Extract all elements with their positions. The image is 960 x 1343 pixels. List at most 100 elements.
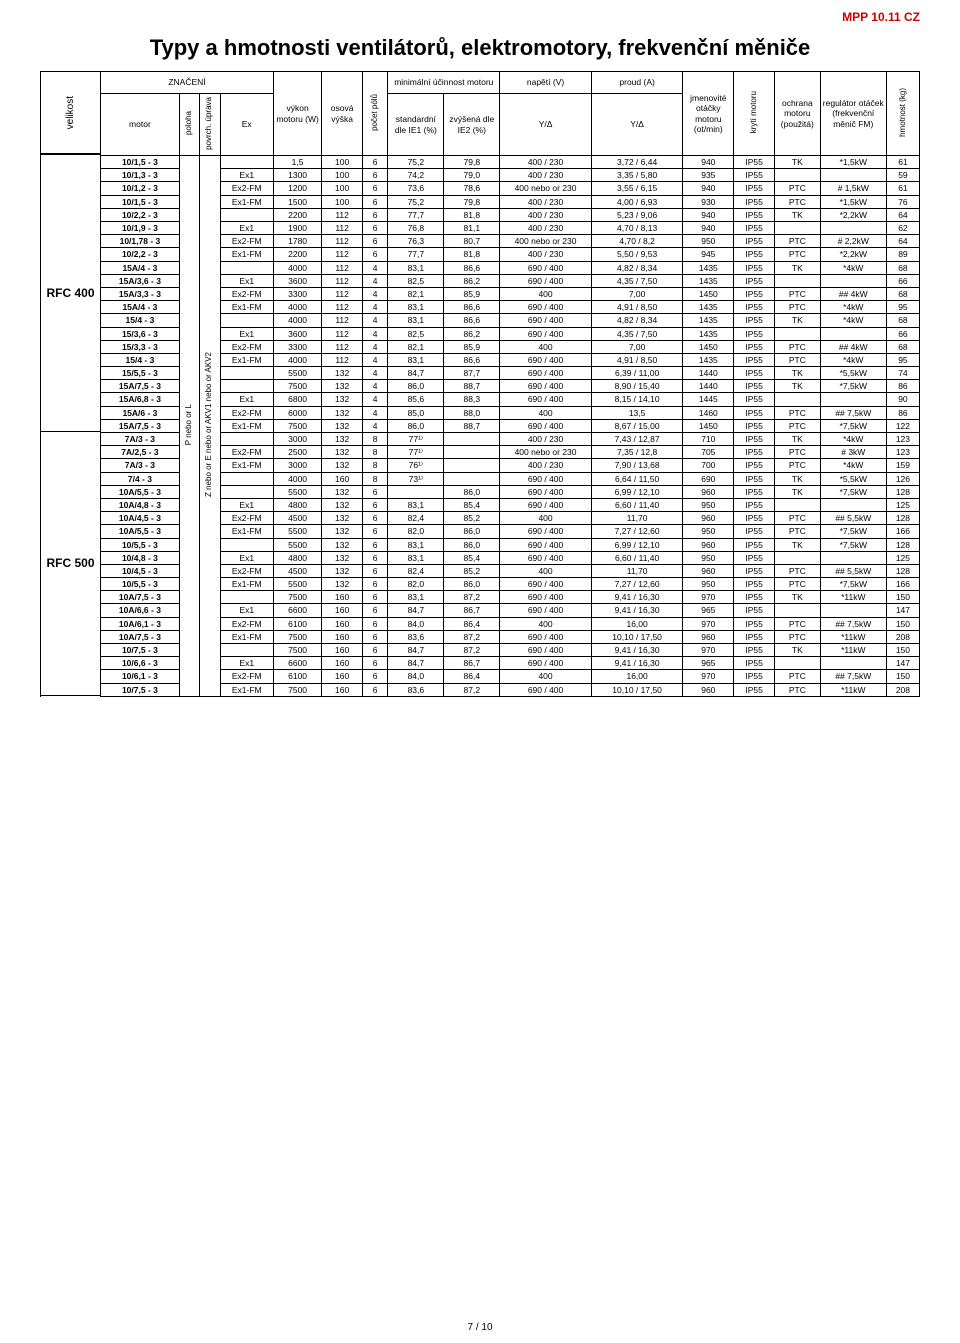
cell-regulator: *4kW (820, 301, 886, 314)
col-napeti-yd: Y/Δ (500, 94, 592, 156)
cell-kryti: IP55 (734, 327, 775, 340)
cell-vyska: 160 (322, 591, 363, 604)
cell-proud: 3,55 / 6,15 (591, 182, 683, 195)
cell-povrch: Z nebo or E nebo or AKV1 nebo or AKV2 (200, 156, 220, 697)
cell-otacky: 940 (683, 222, 734, 235)
cell-regulator (820, 604, 886, 617)
cell-otacky: 1460 (683, 406, 734, 419)
cell-ex: Ex1 (220, 169, 273, 182)
cell-hmotnost: 68 (886, 261, 919, 274)
cell-motor: 10/5,5 - 3 (101, 538, 180, 551)
cell-ochrana: TK (774, 380, 820, 393)
cell-napeti: 690 / 400 (500, 419, 592, 432)
col-poloha: poloha (179, 94, 199, 156)
cell-napeti: 690 / 400 (500, 274, 592, 287)
cell-ochrana: TK (774, 208, 820, 221)
cell-ie2: 85,4 (444, 551, 500, 564)
cell-motor: 15/3,6 - 3 (101, 327, 180, 340)
cell-ochrana: TK (774, 591, 820, 604)
cell-kryti: IP55 (734, 551, 775, 564)
table-row: 10A/5,5 - 3Ex1-FM5500132682,086,0690 / 4… (101, 525, 920, 538)
cell-ie2 (444, 433, 500, 446)
cell-regulator (820, 393, 886, 406)
cell-vykon: 3000 (273, 433, 321, 446)
col-ie2: zvýšená dle IE2 (%) (444, 94, 500, 156)
cell-ochrana: PTC (774, 287, 820, 300)
table-row: 7A/2,5 - 3Ex2-FM2500132877¹⁾400 nebo or … (101, 446, 920, 459)
col-napeti-top: napětí (V) (500, 72, 592, 94)
cell-polu: 6 (362, 235, 387, 248)
cell-ex: Ex1 (220, 327, 273, 340)
cell-regulator (820, 498, 886, 511)
cell-ie1: 85,0 (388, 406, 444, 419)
cell-napeti: 400 / 230 (500, 156, 592, 169)
cell-kryti: IP55 (734, 472, 775, 485)
cell-napeti: 400 (500, 406, 592, 419)
cell-kryti: IP55 (734, 367, 775, 380)
cell-motor: 10A/5,5 - 3 (101, 485, 180, 498)
cell-ie1: 83,1 (388, 498, 444, 511)
cell-motor: 10/1,78 - 3 (101, 235, 180, 248)
cell-hmotnost: 59 (886, 169, 919, 182)
cell-ie1: 77¹⁾ (388, 446, 444, 459)
cell-ie1: 75,2 (388, 156, 444, 169)
table-row: 15/5,5 - 35500132484,787,7690 / 4006,39 … (101, 367, 920, 380)
cell-ie1: 84,7 (388, 644, 444, 657)
table-row: 10/1,78 - 3Ex2-FM1780112676,380,7400 neb… (101, 235, 920, 248)
cell-polu: 4 (362, 287, 387, 300)
cell-otacky: 1435 (683, 261, 734, 274)
cell-ie1: 83,1 (388, 538, 444, 551)
col-otacky: jmenovité otáčky motoru (ot/min) (683, 72, 734, 156)
cell-napeti: 690 / 400 (500, 314, 592, 327)
cell-kryti: IP55 (734, 393, 775, 406)
cell-proud: 10,10 / 17,50 (591, 683, 683, 696)
cell-polu: 6 (362, 538, 387, 551)
cell-motor: 10/1,2 - 3 (101, 182, 180, 195)
cell-napeti: 400 (500, 670, 592, 683)
cell-ie2: 86,0 (444, 538, 500, 551)
cell-hmotnost: 86 (886, 380, 919, 393)
cell-vyska: 160 (322, 644, 363, 657)
col-proud-yd: Y/Δ (591, 94, 683, 156)
table-row: 10/1,2 - 3Ex2-FM1200100673,678,6400 nebo… (101, 182, 920, 195)
cell-ex: Ex1-FM (220, 301, 273, 314)
cell-napeti: 400 / 230 (500, 459, 592, 472)
cell-kryti: IP55 (734, 222, 775, 235)
cell-hmotnost: 90 (886, 393, 919, 406)
cell-vykon: 6600 (273, 657, 321, 670)
cell-motor: 7A/3 - 3 (101, 459, 180, 472)
cell-hmotnost: 68 (886, 340, 919, 353)
cell-motor: 15A/4 - 3 (101, 301, 180, 314)
cell-vyska: 132 (322, 419, 363, 432)
cell-vykon: 1300 (273, 169, 321, 182)
cell-ie1: 76,8 (388, 222, 444, 235)
cell-hmotnost: 126 (886, 472, 919, 485)
cell-ochrana: PTC (774, 525, 820, 538)
cell-ex: Ex1-FM (220, 525, 273, 538)
cell-proud: 3,72 / 6,44 (591, 156, 683, 169)
table-row: 15/4 - 3Ex1-FM4000112483,186,6690 / 4004… (101, 353, 920, 366)
cell-otacky: 950 (683, 551, 734, 564)
cell-motor: 10A/6,1 - 3 (101, 617, 180, 630)
cell-vykon: 3300 (273, 287, 321, 300)
cell-polu: 6 (362, 208, 387, 221)
cell-napeti: 690 / 400 (500, 498, 592, 511)
cell-polu: 6 (362, 525, 387, 538)
cell-polu: 4 (362, 340, 387, 353)
cell-vykon: 4800 (273, 551, 321, 564)
cell-ie1: 83,1 (388, 314, 444, 327)
cell-polu: 6 (362, 248, 387, 261)
cell-vyska: 132 (322, 459, 363, 472)
cell-ie2: 78,6 (444, 182, 500, 195)
cell-vykon: 6100 (273, 617, 321, 630)
cell-motor: 7/4 - 3 (101, 472, 180, 485)
cell-proud: 7,35 / 12,8 (591, 446, 683, 459)
table-row: 10/1,9 - 3Ex11900112676,881,1400 / 2304,… (101, 222, 920, 235)
cell-proud: 6,99 / 12,10 (591, 538, 683, 551)
cell-regulator: ## 7,5kW (820, 617, 886, 630)
cell-motor: 15A/4 - 3 (101, 261, 180, 274)
cell-ie1: 73,6 (388, 182, 444, 195)
cell-hmotnost: 122 (886, 419, 919, 432)
cell-proud: 3,35 / 5,80 (591, 169, 683, 182)
cell-ex: Ex1-FM (220, 459, 273, 472)
